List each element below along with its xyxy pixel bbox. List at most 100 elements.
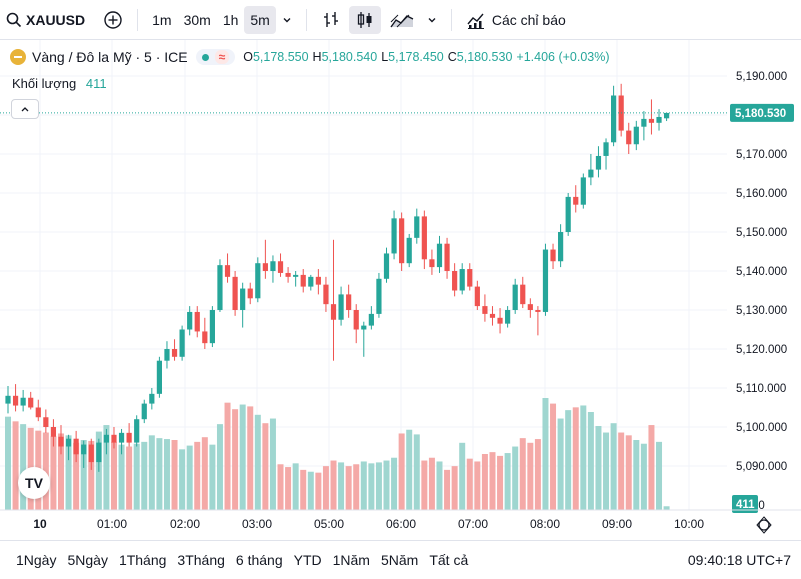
volume-bar xyxy=(88,440,95,510)
candle xyxy=(111,427,117,449)
candle-body xyxy=(293,274,299,277)
compare-symbol-button[interactable] xyxy=(97,6,129,34)
candle-body xyxy=(43,417,49,427)
interval-30m[interactable]: 30m xyxy=(183,11,211,28)
range-1-year[interactable]: 1Năm xyxy=(332,552,370,568)
collapse-legend-button[interactable] xyxy=(11,99,39,119)
candle xyxy=(88,438,94,470)
volume-bar xyxy=(451,466,458,510)
candle xyxy=(436,235,443,273)
clock-timezone[interactable]: 09:40:18 UTC+7 xyxy=(687,552,791,568)
volume-bar xyxy=(254,414,261,510)
volume-bar xyxy=(489,452,496,510)
change-value: +1.406 (+0.03%) xyxy=(516,50,610,64)
volume-bar xyxy=(436,461,443,510)
interval-dropdown[interactable] xyxy=(276,6,298,34)
candle-body xyxy=(88,444,94,463)
volume-bar xyxy=(413,434,420,510)
indicators-button[interactable]: Các chỉ báo xyxy=(460,6,572,34)
bar-style-button[interactable] xyxy=(315,6,347,34)
candle xyxy=(28,391,34,410)
candle-body xyxy=(520,284,526,305)
candle-body xyxy=(429,259,435,268)
data-delay-icon: ≈ xyxy=(214,50,230,64)
candle xyxy=(346,284,352,318)
candle-body xyxy=(103,434,110,443)
candle xyxy=(633,120,639,151)
candle-body xyxy=(505,310,511,324)
candle xyxy=(308,274,314,291)
volume-bar xyxy=(512,446,519,510)
price-tick-label: 5,170.000 xyxy=(736,149,787,161)
candle-body xyxy=(118,432,125,443)
market-status-pill[interactable]: ≈ xyxy=(195,49,236,65)
candle-body xyxy=(595,155,602,170)
candle xyxy=(376,272,382,318)
candle xyxy=(277,253,284,277)
interval-1m[interactable]: 1m xyxy=(152,11,172,28)
candle xyxy=(467,263,473,291)
gold-symbol-logo xyxy=(10,49,26,65)
interval-5m[interactable]: 5m xyxy=(244,5,276,34)
candle-body xyxy=(489,313,496,318)
area-style-button[interactable] xyxy=(383,6,421,34)
candle xyxy=(141,399,147,424)
volume-bar xyxy=(110,441,117,510)
range-ytd[interactable]: YTD xyxy=(293,552,322,568)
volume-bar xyxy=(300,469,307,510)
chevron-up-icon xyxy=(21,107,29,112)
candle-body xyxy=(262,263,268,271)
candle xyxy=(323,276,329,312)
range-1-month[interactable]: 1Tháng xyxy=(118,552,167,568)
candle xyxy=(103,428,110,455)
range-1-day[interactable]: 1Ngày xyxy=(16,552,57,568)
interval-1h[interactable]: 1h xyxy=(222,11,239,28)
time-tick-label: 10:00 xyxy=(674,517,704,531)
candle-body xyxy=(611,95,617,143)
tradingview-logo[interactable]: TV xyxy=(18,467,50,499)
volume-legend[interactable]: Khối lượng 411 xyxy=(12,76,107,91)
candle xyxy=(641,111,647,141)
range-5-days[interactable]: 5Ngày xyxy=(67,552,108,568)
axis-settings-icon[interactable] xyxy=(756,516,772,534)
last-price-label: 5,180.530 xyxy=(735,108,786,120)
candle-body xyxy=(156,360,162,394)
range-5-years[interactable]: 5Năm xyxy=(380,552,419,568)
candle xyxy=(194,306,200,338)
volume-bar xyxy=(421,460,428,510)
legend-title[interactable]: Vàng / Đô la Mỹ · 5 · ICE xyxy=(32,49,188,65)
candle-body xyxy=(346,294,352,310)
price-tick-label: 5,190.000 xyxy=(736,71,787,83)
candle-body xyxy=(255,263,261,299)
candle xyxy=(12,384,19,412)
time-tick-label: 03:00 xyxy=(242,517,272,531)
candle xyxy=(43,409,49,433)
volume-bar xyxy=(618,432,625,510)
chart-type-dropdown[interactable] xyxy=(421,6,443,34)
volume-bar xyxy=(247,406,254,510)
candle-body xyxy=(315,276,321,285)
volume-bar xyxy=(625,435,632,510)
candle-body xyxy=(73,438,79,455)
volume-bar xyxy=(20,424,27,510)
symbol-search[interactable]: XAUUSD xyxy=(0,6,91,34)
volume-bar xyxy=(406,429,413,510)
range-3-months[interactable]: 3Tháng xyxy=(177,552,225,568)
gear-outline xyxy=(756,516,772,534)
chart-grid xyxy=(0,40,727,510)
candle-style-button[interactable] xyxy=(348,5,381,34)
candle-body xyxy=(20,397,26,406)
range-all[interactable]: Tất cả xyxy=(429,552,469,568)
volume-bar xyxy=(504,453,511,510)
price-chart[interactable]: 5,190.000 5,170.000 5,160.000 5,150.000 5,14… xyxy=(0,40,801,540)
candle-body xyxy=(482,306,488,314)
candle xyxy=(399,212,405,271)
candle xyxy=(444,237,450,279)
range-6-months[interactable]: 6 tháng xyxy=(235,552,283,568)
volume-bar xyxy=(550,403,557,510)
candle-body xyxy=(134,419,140,443)
price-tick-label: 5,140.000 xyxy=(736,266,787,278)
candle-body xyxy=(171,349,178,357)
candle xyxy=(300,269,306,293)
volume-badge-label: 411 xyxy=(736,499,755,511)
